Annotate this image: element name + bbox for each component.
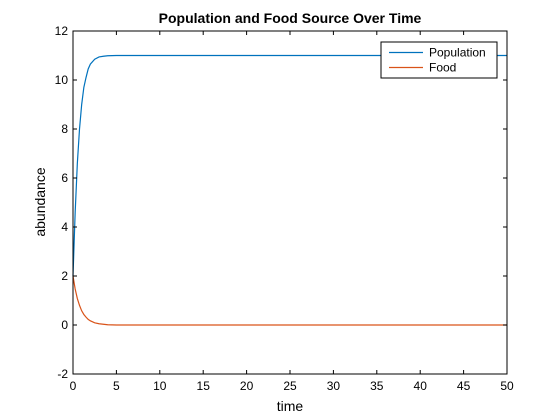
x-tick-label: 30 — [327, 379, 341, 393]
x-tick-label: 15 — [197, 379, 211, 393]
y-tick-label: 0 — [61, 318, 68, 332]
legend-label-population: Population — [429, 46, 486, 60]
x-tick-label: 5 — [113, 379, 120, 393]
x-tick-label: 10 — [153, 379, 167, 393]
y-tick-label: 12 — [55, 24, 69, 38]
x-axis-title: time — [277, 398, 304, 414]
y-tick-label: 10 — [55, 73, 69, 87]
legend-label-food: Food — [429, 61, 456, 75]
x-tick-label: 50 — [500, 379, 514, 393]
series-layer — [72, 54, 507, 326]
y-tick-label: -2 — [57, 367, 68, 381]
x-tick-label: 25 — [283, 379, 297, 393]
series-line-food — [72, 275, 507, 326]
y-axis-title: abundance — [32, 167, 48, 237]
x-tick-label: 0 — [70, 379, 77, 393]
x-tick-label: 45 — [457, 379, 471, 393]
y-tick-label: 6 — [61, 171, 68, 185]
x-tick-label: 20 — [240, 379, 254, 393]
y-tick-label: 2 — [61, 269, 68, 283]
y-tick-label: 4 — [61, 220, 68, 234]
series-line-population — [72, 54, 507, 277]
plot-area — [73, 31, 507, 374]
x-tick-label: 35 — [370, 379, 384, 393]
legend-box — [380, 41, 498, 79]
y-tick-label: 8 — [61, 122, 68, 136]
chart-title: Population and Food Source Over Time — [159, 10, 422, 26]
x-tick-label: 40 — [414, 379, 428, 393]
